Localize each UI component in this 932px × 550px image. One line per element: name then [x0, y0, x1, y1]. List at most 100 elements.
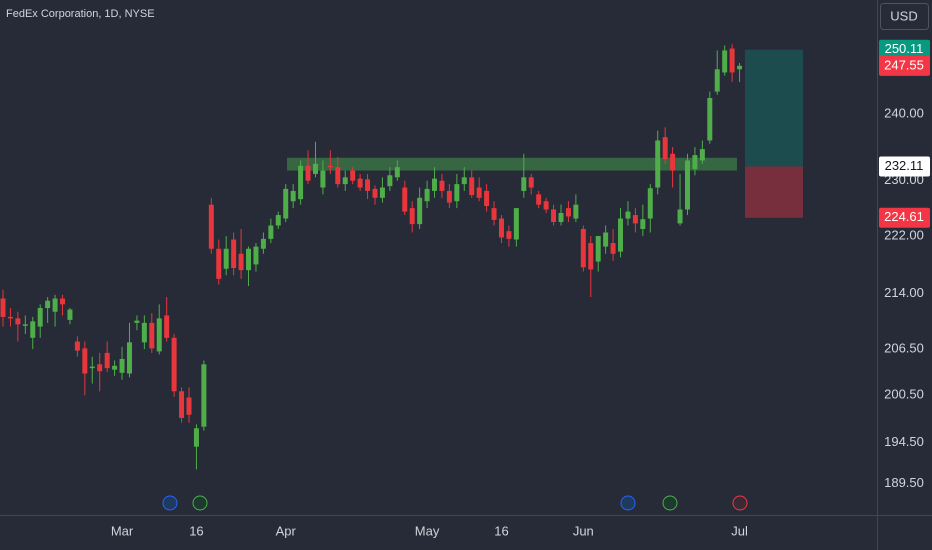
chart-title: FedEx Corporation, 1D, NYSE [6, 8, 155, 20]
candle-body [342, 177, 348, 185]
earnings-icon[interactable] [192, 495, 208, 511]
candle-body [97, 364, 103, 372]
candle-body [618, 218, 624, 252]
candle-body [216, 248, 222, 279]
candle-body [327, 165, 333, 168]
candle-body [640, 219, 646, 230]
y-tick-label: 214.00 [884, 285, 924, 300]
candle-body [89, 366, 95, 369]
x-tick-label: May [415, 523, 440, 538]
x-tick-label: 16 [494, 523, 508, 538]
candle-body [528, 177, 534, 188]
candle-body [439, 180, 445, 191]
candle-body [498, 218, 504, 238]
candle-body [707, 98, 713, 141]
candle-body [513, 208, 519, 240]
y-tick-label: 222.00 [884, 227, 924, 242]
candle-body [394, 167, 400, 178]
candle-body [201, 364, 207, 427]
candle-body [722, 50, 728, 73]
candle-body [112, 365, 118, 370]
x-tick-label: Jul [731, 523, 748, 538]
candle-body [246, 248, 252, 271]
candle-body [446, 190, 452, 203]
candle-body [737, 65, 743, 70]
y-tick-label: 206.50 [884, 341, 924, 356]
dividend-icon[interactable] [620, 495, 636, 511]
event-icons [162, 495, 748, 511]
candle-body [417, 197, 423, 225]
candle-body [558, 212, 564, 223]
candle-body [74, 341, 80, 351]
candle-body [231, 239, 237, 269]
stop-tag [879, 207, 930, 228]
candle-body [506, 231, 512, 239]
candle-body [104, 352, 110, 369]
candle-body [298, 165, 304, 200]
stop-label: 224.61 [884, 209, 924, 224]
candle-body [30, 321, 36, 338]
candle-body [275, 215, 281, 226]
candle-body [655, 140, 661, 188]
earnings-icon[interactable] [662, 495, 678, 511]
candle-body [387, 175, 393, 187]
candle-body [402, 187, 408, 212]
candle-body [432, 178, 438, 191]
candle-body [543, 201, 549, 210]
candle-body [193, 428, 199, 447]
candle-body [625, 211, 631, 219]
currency-box[interactable] [880, 3, 929, 30]
dividend-icon[interactable] [162, 495, 178, 511]
candle-body [580, 229, 586, 268]
candle-body [357, 178, 363, 188]
candle-body [149, 322, 155, 349]
candle-body [52, 298, 58, 312]
candle-body [350, 170, 356, 181]
candle-body [677, 209, 683, 224]
candle-body [670, 153, 676, 171]
candle-body [312, 163, 318, 174]
currency[interactable]: USD [890, 8, 917, 23]
x-tick-label: Apr [276, 523, 297, 538]
split-icon[interactable] [732, 495, 748, 511]
candle-body [208, 204, 214, 249]
candle-body [647, 188, 653, 219]
candle-body [268, 225, 274, 239]
candle-body [37, 308, 43, 327]
candle-body [699, 149, 705, 161]
candle-body [632, 215, 638, 224]
entry-label: 232.11 [885, 158, 924, 173]
candle-body [335, 167, 341, 185]
candle-body [454, 184, 460, 202]
candle-body [186, 397, 192, 415]
target-tag [879, 39, 930, 60]
candle-body [365, 179, 371, 191]
candle-body [565, 208, 571, 217]
candle-body [692, 155, 698, 170]
candle-body [119, 358, 125, 373]
candle-body [238, 253, 244, 271]
candle-body [82, 348, 88, 374]
y-tick-label: 194.50 [884, 434, 924, 449]
candle-body [171, 337, 177, 392]
candle-body [595, 236, 601, 262]
target-area [745, 49, 803, 167]
candle-body [260, 238, 266, 249]
candle-body [45, 300, 51, 309]
candle-body [320, 170, 326, 188]
candle-body [253, 246, 259, 265]
candle-body [290, 190, 296, 202]
candle-body [179, 391, 185, 418]
candle-body [491, 208, 497, 220]
stop-area [745, 166, 803, 218]
candle-body [573, 204, 579, 219]
y-tick-label: 200.50 [884, 387, 924, 402]
candle-body [484, 190, 490, 207]
candle-body [461, 177, 467, 185]
candle-body [372, 188, 378, 198]
entry-tag [879, 156, 930, 177]
candle-body [305, 165, 311, 181]
candle-body [141, 322, 147, 343]
